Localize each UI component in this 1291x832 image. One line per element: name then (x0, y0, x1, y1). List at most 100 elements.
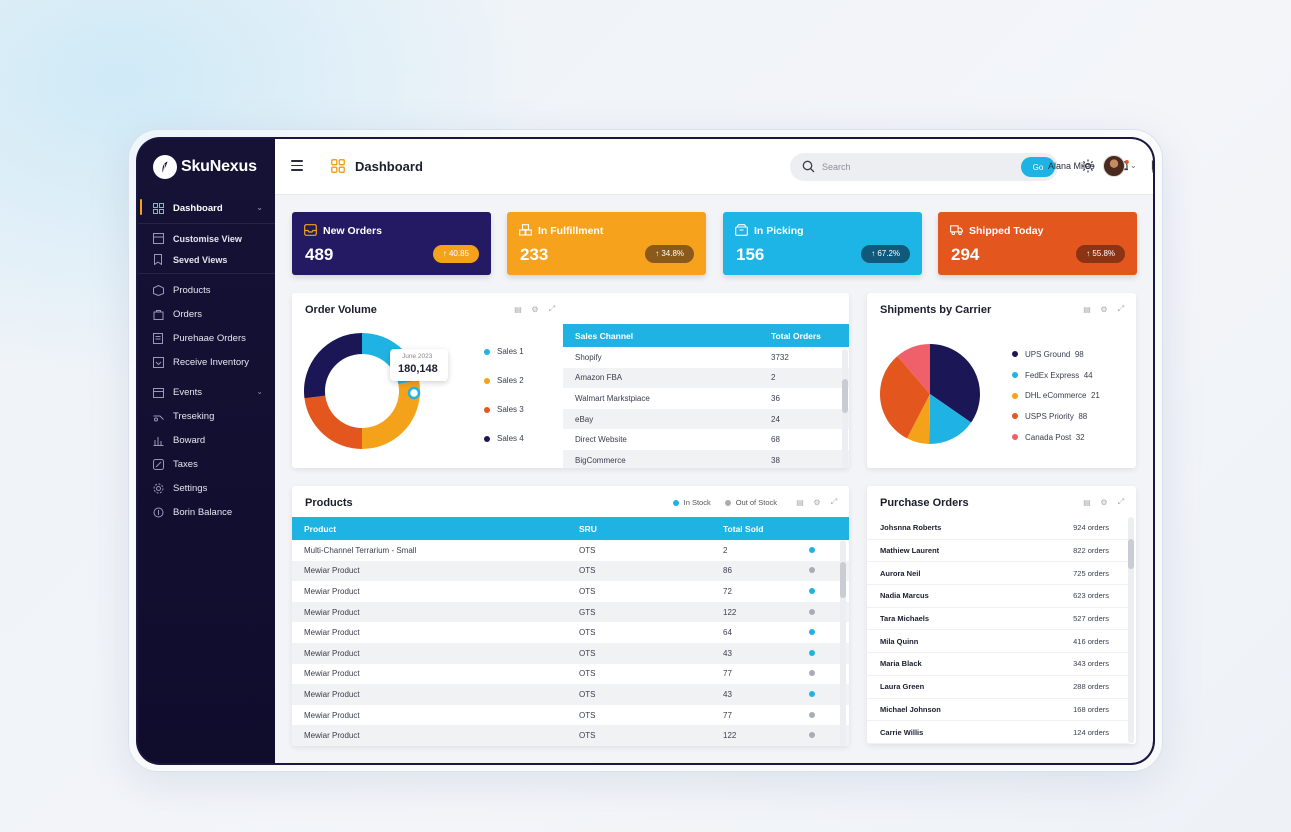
expand-icon[interactable]: ⤢ (830, 497, 838, 506)
settings-icon[interactable]: ⚙ (1100, 497, 1108, 507)
sidebar-item-taxes[interactable]: Taxes (138, 452, 275, 476)
pie-slice-sales-2[interactable] (362, 380, 420, 449)
table-row[interactable]: Shopify 3732 (563, 347, 849, 368)
legend-dot (672, 499, 679, 506)
table-row[interactable]: Multi-Channel Terrarium - Small OTS 2 (292, 540, 849, 561)
sidebar-item-receive-inventory[interactable]: Receive Inventory (138, 350, 275, 374)
list-item[interactable]: Aurora Neil 725 orders (867, 562, 1129, 586)
product-name: Mewiar Product (292, 725, 567, 746)
search-input[interactable] (822, 159, 1012, 175)
list-item[interactable]: Carrie Willis 124 orders (867, 721, 1129, 744)
list-item[interactable]: Johsnna Roberts 924 orders (867, 517, 1129, 540)
expand-icon[interactable]: ⤢ (1117, 304, 1125, 313)
legend-item: Sales 4 (484, 424, 524, 453)
table-row[interactable]: Mewiar Product OTS 72 (292, 581, 849, 602)
column-header[interactable]: SRU (567, 517, 711, 540)
list-item[interactable]: Maria Black 343 orders (867, 653, 1129, 676)
menu-icon[interactable] (291, 160, 303, 172)
chevron-down-icon[interactable]: ⌄ (1130, 161, 1137, 170)
list-item[interactable]: Michael Johnson 168 orders (867, 699, 1129, 722)
sidebar-item-balance[interactable]: Borin Balance (138, 500, 275, 524)
stat-card-in-picking[interactable]: In Picking 156 ↑ 67.2% (723, 212, 922, 275)
table-cell: 68 (771, 435, 780, 445)
table-row[interactable]: Direct Website 68 (563, 429, 849, 450)
user-name[interactable]: Alana Miles (1048, 161, 1095, 171)
chart-hover-marker[interactable] (407, 386, 421, 400)
product-name: Mewiar Product (304, 669, 360, 679)
pie-slice-usps-priority[interactable] (880, 356, 930, 439)
table-row[interactable]: Mewiar Product OTS 43 (292, 642, 849, 664)
order-count: 168 orders (1073, 704, 1109, 714)
list-item[interactable]: Nadia Marcus 623 orders (867, 585, 1129, 608)
settings-icon[interactable]: ⚙ (1100, 304, 1108, 314)
list-item[interactable]: Laura Green 288 orders (867, 676, 1129, 699)
sidebar-item-boward[interactable]: Boward (138, 428, 275, 452)
avatar[interactable] (1103, 155, 1125, 177)
product-sku: OTS (567, 725, 711, 746)
pie-slice-ups-ground[interactable] (930, 344, 980, 423)
stat-card-shipped-today[interactable]: Shipped Today 294 ↑ 55.8% (938, 212, 1137, 275)
table-row[interactable]: Mewiar Product OTS 77 (292, 664, 849, 685)
scrollbar[interactable] (840, 540, 846, 746)
pie-slice-fedex-express[interactable] (929, 394, 972, 444)
scrollbar[interactable] (842, 349, 848, 468)
table-row[interactable]: eBay 24 (563, 408, 849, 430)
sidebar-item-dashboard[interactable]: Dashboard ⌄ (138, 196, 275, 220)
stat-card-new-orders[interactable]: New Orders 489 ↑ 40.85 (292, 212, 491, 275)
product-sold: 122 (711, 601, 797, 623)
expand-icon[interactable]: ⤢ (1117, 497, 1125, 506)
stat-card-in-fulfillment[interactable]: In Fulfillment 233 ↑ 34.8% (507, 212, 706, 275)
sidebar-item-products[interactable]: Products (138, 278, 275, 302)
calendar-icon[interactable]: ▤ (514, 304, 522, 314)
table-row[interactable]: Mewiar Product OTS 77 (292, 705, 849, 726)
column-header[interactable]: Product (292, 517, 567, 540)
sidebar-item-purchase-orders[interactable]: Purehaae Orders (138, 326, 275, 350)
calendar-icon[interactable]: ▤ (1083, 304, 1091, 314)
table-row[interactable]: Mewiar Product OTS 64 (292, 622, 849, 643)
list-item[interactable]: Tara Michaels 527 orders (867, 608, 1129, 631)
list-item[interactable]: Mathiew Laurent 822 orders (867, 540, 1129, 563)
calendar-icon[interactable]: ▤ (796, 497, 804, 507)
settings-icon[interactable]: ⚙ (531, 304, 539, 314)
pie-slice-sales-4[interactable] (304, 333, 362, 399)
list-item[interactable]: Mila Quinn 416 orders (867, 630, 1129, 654)
sun-icon[interactable] (1081, 159, 1095, 173)
table-row[interactable]: Mewiar Product OTS 43 (292, 684, 849, 705)
sidebar-item-events[interactable]: Events ⌄ (138, 380, 275, 404)
status-dot (809, 629, 815, 636)
legend-value: 88 (1078, 411, 1088, 421)
table-row[interactable]: Mewiar Product GTS 122 (292, 601, 849, 623)
column-header[interactable]: Total Sold (711, 517, 797, 540)
status-cell (797, 642, 849, 664)
table-row[interactable]: Amazon FBA 2 (563, 367, 849, 389)
pie-slice-sales-3[interactable] (304, 395, 362, 449)
table-row[interactable]: Mewiar Product OTS 86 (292, 560, 849, 582)
sidebar-item-tracking[interactable]: Treseking (138, 404, 275, 428)
sidebar-item-label: Events (173, 386, 203, 398)
column-header[interactable]: Sales Channel (563, 324, 759, 347)
table-row[interactable]: Walmart Markstpiace 36 (563, 388, 849, 409)
table-row[interactable]: BigCommerce 38 (563, 449, 849, 468)
table-cell: 3732 (771, 352, 789, 362)
calendar-icon[interactable]: ▤ (1083, 497, 1091, 507)
column-header[interactable]: Total Orders (759, 324, 849, 347)
legend-value: 98 (1074, 349, 1084, 359)
app-window: SkuNexus Dashboard ⌄ Customise View (138, 139, 1153, 763)
sidebar-item-customise-view[interactable]: Customise View (138, 228, 275, 249)
status-cell (797, 601, 849, 623)
settings-icon[interactable]: ⚙ (813, 497, 821, 507)
go-button[interactable]: Go (1021, 157, 1055, 177)
pie-slice-dhl-ecommerce[interactable] (907, 394, 930, 444)
expand-icon[interactable]: ⤢ (548, 304, 556, 313)
chat-icon[interactable] (1151, 159, 1153, 173)
sidebar-item-orders[interactable]: Orders (138, 302, 275, 326)
scrollbar[interactable] (1128, 517, 1134, 743)
sidebar-item-settings[interactable]: Settings (138, 476, 275, 500)
sidebar-item-saved-views[interactable]: Seved Views (138, 249, 275, 270)
product-sold: 77 (723, 710, 732, 720)
tooltip-label: June 2023 (402, 353, 433, 360)
logo[interactable]: SkuNexus (153, 155, 257, 179)
table-row[interactable]: Mewiar Product OTS 122 (292, 725, 849, 746)
legend-item: Out of Stock (724, 498, 777, 507)
pie-slice-canada-post[interactable] (897, 344, 930, 394)
